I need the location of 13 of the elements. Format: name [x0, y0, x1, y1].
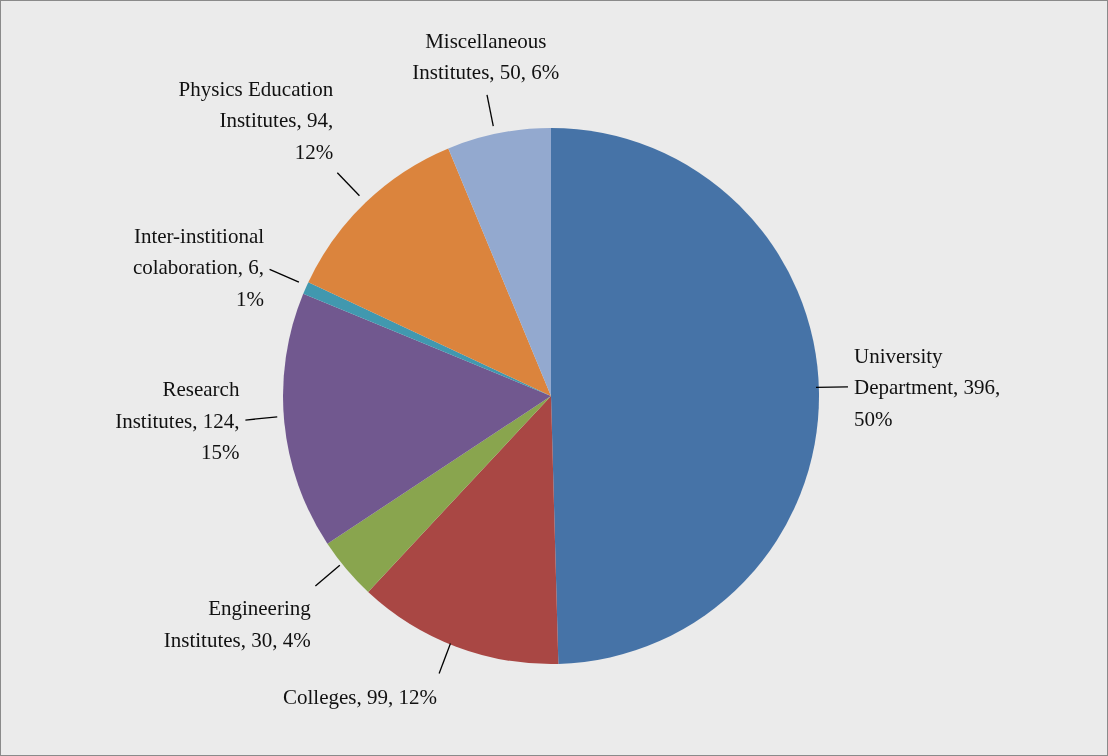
pie-slice [327, 396, 551, 592]
pie-slice [368, 396, 559, 664]
pie-slice [283, 293, 551, 544]
slice-label: University Department, 396, 50% [853, 343, 1001, 431]
slice-label: Colleges, 99, 12% [283, 685, 437, 710]
pie-slice [551, 128, 819, 664]
slice-label: Inter-institional colaboration, 6, 1% [132, 223, 265, 311]
slice-label: Engineering Institutes, 30, 4% [163, 596, 312, 652]
slice-label: Research Institutes, 124, 15% [115, 377, 240, 465]
slice-label: Miscellaneous Institutes, 50, 6% [412, 28, 560, 85]
slice-label: Physics Education Institutes, 94, 12% [178, 76, 334, 164]
pie-slice [448, 128, 551, 396]
pie-slice [303, 282, 551, 396]
